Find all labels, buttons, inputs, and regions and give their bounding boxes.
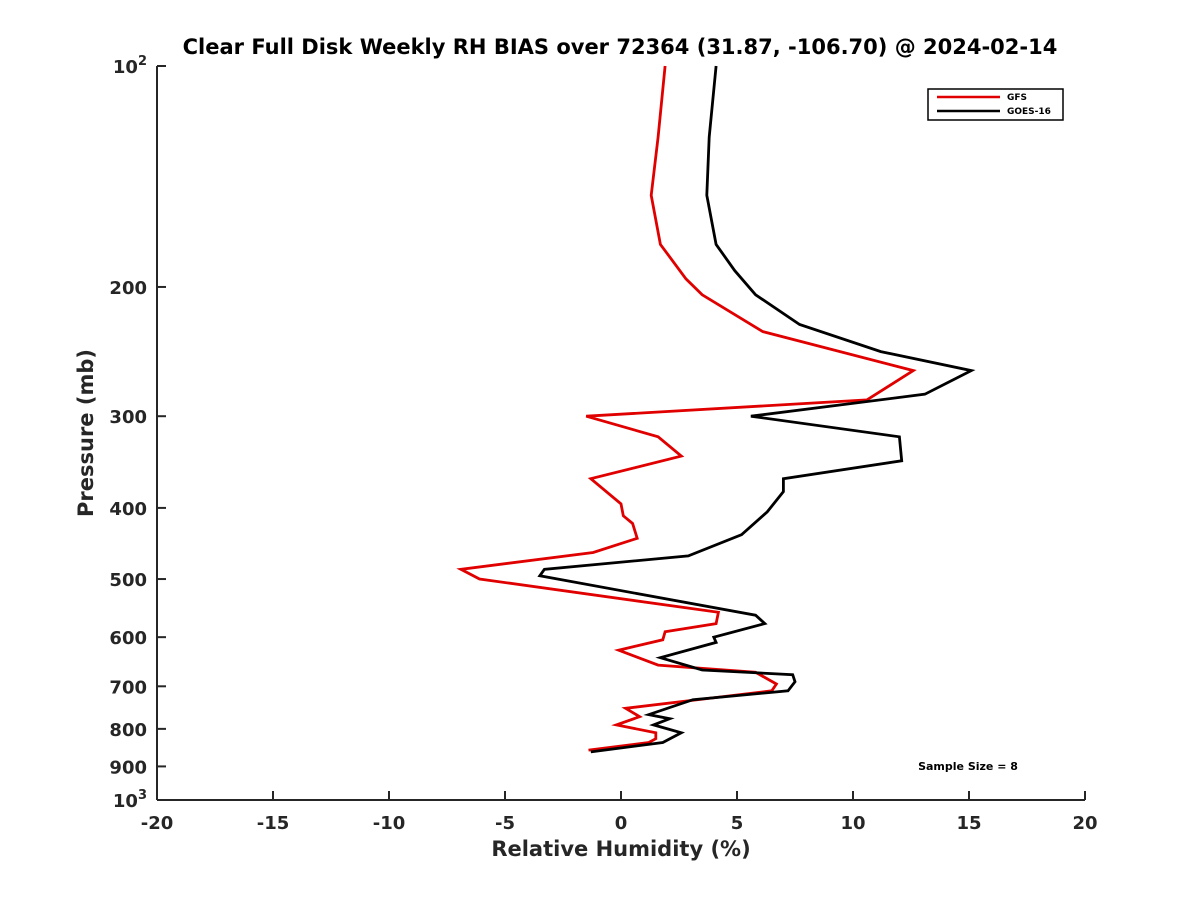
legend: GFS GOES-16 bbox=[927, 88, 1064, 121]
x-tick-label: 15 bbox=[956, 813, 981, 834]
series-line-goes-16 bbox=[537, 65, 976, 754]
y-tick-label: 700 bbox=[109, 677, 147, 698]
x-tick-label: 10 bbox=[840, 813, 865, 834]
y-axis-label: Pressure (mb) bbox=[74, 349, 98, 517]
y-ticks: 102 200 300 400 500 600 700 800 900 103 bbox=[109, 54, 166, 812]
y-tick-label: 300 bbox=[109, 407, 147, 428]
x-tick-label: 0 bbox=[615, 813, 628, 834]
legend-label-goes16: GOES-16 bbox=[1007, 107, 1051, 117]
series-line-gfs bbox=[456, 65, 917, 752]
y-tick-label: 200 bbox=[109, 278, 147, 299]
sample-size-note: Sample Size = 8 bbox=[918, 760, 1018, 773]
x-tick-label: 5 bbox=[731, 813, 744, 834]
x-ticks: -20 -15 -10 -5 0 5 10 15 20 bbox=[141, 791, 1098, 834]
chart-title: Clear Full Disk Weekly RH BIAS over 7236… bbox=[183, 35, 1058, 59]
y-tick-label: 400 bbox=[109, 499, 147, 520]
legend-box bbox=[927, 88, 1064, 121]
x-tick-label: -10 bbox=[373, 813, 406, 834]
y-tick-label: 800 bbox=[109, 720, 147, 741]
x-tick-label: -20 bbox=[141, 813, 174, 834]
plot-area: -20 -15 -10 -5 0 5 10 15 20 102 200 300 400 500 600 70… bbox=[109, 54, 1097, 834]
legend-label-gfs: GFS bbox=[1007, 93, 1027, 103]
y-tick-label: 500 bbox=[109, 570, 147, 591]
series-lines bbox=[456, 65, 976, 754]
x-axis-label: Relative Humidity (%) bbox=[491, 837, 750, 861]
x-tick-label: -15 bbox=[257, 813, 290, 834]
y-tick-label: 900 bbox=[109, 757, 147, 778]
x-tick-label: 20 bbox=[1072, 813, 1097, 834]
y-tick-label: 102 bbox=[113, 54, 147, 78]
y-tick-label: 103 bbox=[113, 788, 147, 812]
x-tick-label: -5 bbox=[495, 813, 515, 834]
y-tick-label: 600 bbox=[109, 628, 147, 649]
